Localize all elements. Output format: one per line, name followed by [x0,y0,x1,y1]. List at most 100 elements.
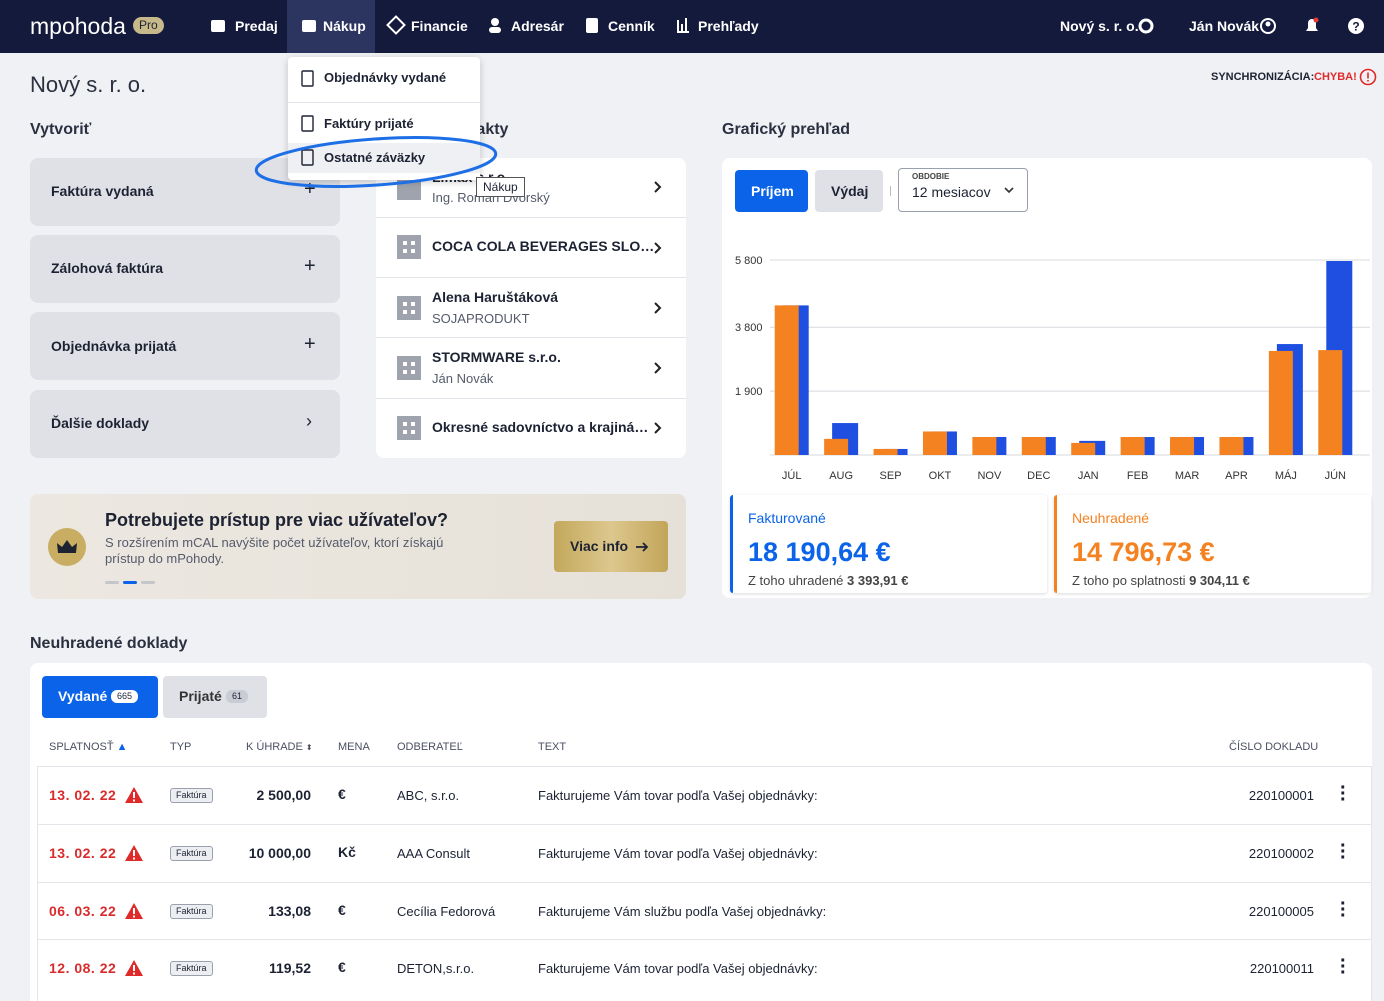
table-row[interactable] [37,882,1372,940]
nav-user[interactable]: Ján Novák [1189,18,1260,34]
customer: ABC, s.r.o. [397,788,460,803]
period-select[interactable]: OBDOBIE 12 mesiacov [898,168,1028,212]
x-tick-label: FEB [1127,470,1148,482]
bar [1120,437,1145,455]
stat-sub-value: 3 393,91 € [847,573,909,588]
create-card[interactable]: Objednávka prijatá + [30,312,340,380]
decoration [411,241,415,245]
bar [824,438,849,455]
row-menu[interactable]: · · · [1340,835,1347,869]
column-label: K ÚHRADE [246,741,303,753]
decoration [1260,18,1276,34]
contact-name[interactable]: Alena Haruštáková [432,289,559,305]
nav-item[interactable]: Financie [411,18,468,34]
text: Fakturujeme Vám tovar podľa Vašej objedn… [538,961,818,976]
decoration [376,277,686,278]
nav-item[interactable]: Nákup [323,18,366,34]
warning-icon [125,960,143,976]
decoration [133,965,135,971]
decoration [1367,80,1369,82]
contact-name[interactable]: Okresné sadovníctvo a krajiná… [432,419,649,435]
due-date: 13. 02. 22 [49,845,117,861]
decoration [397,356,421,380]
page-title: Nový s. r. o. [30,72,147,97]
banner-text: S rozšírením mCAL navýšite počet užívate… [105,535,444,566]
column-header[interactable]: K ÚHRADE ⬍ [246,738,313,757]
y-tick-label: 3 800 [735,322,763,334]
decoration [133,908,135,914]
decoration [288,143,480,173]
decoration [133,857,135,860]
top-nav: mpohoda Pro Predaj Nákup Financie Adresá… [0,0,1384,53]
column-header[interactable]: TYP [170,741,192,753]
row-menu[interactable]: · · · [1340,777,1347,811]
doc-type: Faktúra [170,788,213,803]
decoration [254,136,498,188]
decoration [301,70,314,87]
create-card[interactable]: Zálohová faktúra + [30,235,340,303]
create-card[interactable]: Ďalšie doklady › [30,390,340,458]
text: Fakturujeme Vám službu podľa Vašej objed… [538,904,827,919]
customer: DETON,s.r.o. [397,961,475,976]
y-tick-label: 5 800 [735,255,763,267]
nav-item[interactable]: Adresár [511,18,564,34]
contact-icons [397,176,662,440]
nav-item[interactable]: Cenník [608,18,655,34]
tab-active[interactable]: Príjem [735,170,808,212]
decoration [1138,18,1154,34]
decoration [403,430,407,434]
table-row[interactable] [37,939,1372,997]
customer: AAA Consult [397,846,470,861]
decoration [403,302,407,306]
highlight-ellipse [254,136,498,188]
contact-name[interactable]: COCA COLA BEVERAGES SLO… [432,238,655,254]
doc-number: 220100002 [1248,846,1314,861]
icon-shape [654,242,662,254]
column-header[interactable]: ČÍSLO DOKLADU [1229,741,1319,753]
dropdown-item[interactable]: Objednávky vydané [324,70,447,85]
tab-active[interactable]: Vydané 665 [42,676,158,718]
tooltip: Nákup [476,177,525,197]
warning-icon [125,903,143,919]
table-row[interactable] [37,824,1372,882]
nav-item[interactable]: Predaj [235,18,278,34]
column-header[interactable]: SPLATNOSŤ ▲ [49,738,128,756]
bar-chart: 1 900 3 800 5 800 JÚL AUG SEP OKT NOV DEC JAN FEB M… [735,255,1370,482]
decoration [133,850,135,856]
sync-error-icon [1359,68,1377,86]
nav-item[interactable]: Prehľady [698,18,759,34]
create-label: Objednávka prijatá [51,338,177,354]
column-header[interactable]: ODBERATEĽ [397,741,463,753]
dropdown-menu: Objednávky vydané Faktúry prijaté Ostatn… [288,57,480,180]
y-tick-label: 1 900 [735,386,763,398]
decoration [677,20,679,32]
x-tick-label: DEC [1027,470,1050,482]
row-menu[interactable]: · · · [1340,893,1347,927]
dropdown-item[interactable]: Faktúry prijaté [324,116,414,131]
nav-company[interactable]: Nový s. r. o. [1060,18,1139,34]
bar [1071,442,1096,455]
x-tick-label: SEP [880,470,902,482]
column-header[interactable]: TEXT [538,741,567,753]
decoration [397,356,421,380]
nav-active [287,0,375,53]
column-header[interactable]: MENA [338,741,370,753]
decoration [411,422,415,426]
contact-name[interactable]: STORMWARE s.r.o. [432,349,561,365]
currency: € [338,959,346,975]
dropdown-item[interactable]: Ostatné záväzky [324,150,426,165]
due-date: 13. 02. 22 [49,787,117,803]
decoration [411,370,415,374]
table-row[interactable] [37,766,1372,824]
sync-status[interactable]: CHYBA! [1314,71,1357,83]
banner-button[interactable]: Viac info [554,521,668,572]
decoration [411,362,415,366]
x-tick-label: JÚN [1325,469,1346,482]
decoration [301,70,314,166]
tab[interactable]: Prijaté 61 [163,676,267,718]
tab[interactable]: Výdaj [815,170,883,212]
decoration [685,18,687,32]
row-menu[interactable]: · · · [1340,950,1347,984]
logo[interactable]: mpohoda [30,13,126,39]
doc-type: Faktúra [170,846,213,861]
